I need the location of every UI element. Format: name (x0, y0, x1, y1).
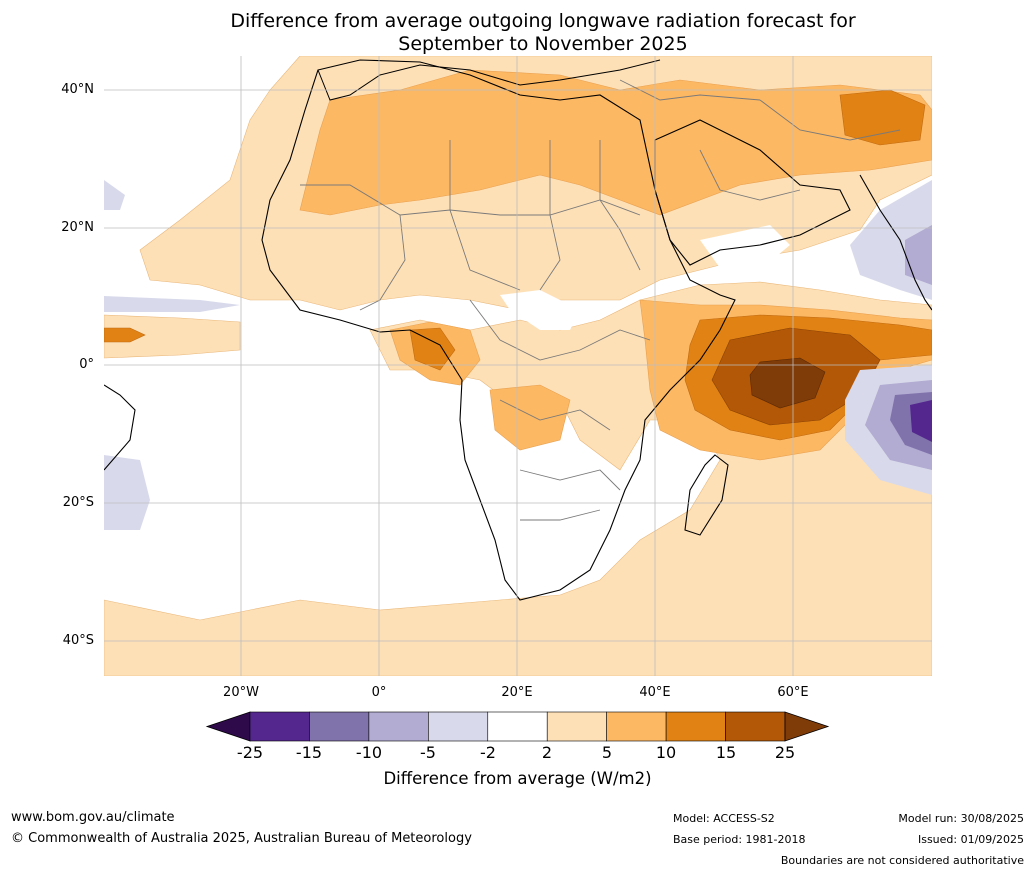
anomaly-region-light-west (104, 314, 241, 359)
anomaly-region-medium-north (299, 69, 932, 216)
footer-base-period: Base period: 1981-2018 (673, 833, 806, 846)
anomaly-region-dark-gulf (409, 327, 456, 371)
lon-label-0: 0° (371, 685, 387, 700)
anomaly-region-dark-atlantic (104, 327, 146, 343)
colorbar-tick: -2 (480, 743, 496, 762)
colorbar-tick: 15 (715, 743, 737, 762)
colorbar-tick: 10 (655, 743, 677, 762)
lat-label-equator: 0° (79, 357, 94, 372)
colorbar-title: Difference from average (W/m2) (383, 769, 652, 788)
colorbar-cell (428, 711, 489, 742)
colorbar-cell (249, 711, 310, 742)
africa-coastline (261, 59, 736, 601)
lon-label-40e: 40°E (639, 685, 671, 700)
colorbar-cell (546, 711, 607, 742)
footer-model: Model: ACCESS-S2 (673, 812, 775, 825)
footer-disclaimer: Boundaries are not considered authoritat… (780, 854, 1024, 867)
anomaly-region-lavender-atlantic-equator (104, 296, 240, 312)
country-borders (300, 79, 901, 521)
colorbar-extend-low (205, 711, 251, 742)
lon-label-20e: 20°E (501, 685, 533, 700)
colorbar-extend-high (784, 711, 830, 742)
anomaly-region-medium-congo (489, 384, 571, 451)
colorbar-tick: -15 (295, 743, 323, 762)
anomaly-region-purple-southeast (910, 400, 932, 442)
lon-label-60e: 60°E (777, 685, 809, 700)
colorbar-cell (606, 711, 667, 742)
colorbar-tick: 25 (774, 743, 796, 762)
lat-label-40s: 40°S (62, 633, 94, 648)
lat-label-40n: 40°N (61, 82, 94, 97)
europe-coastline (317, 59, 661, 101)
title-line-1: Difference from average outgoing longwav… (230, 10, 856, 32)
colorbar-tick: -10 (355, 743, 383, 762)
india-coastline (859, 174, 932, 311)
anomaly-field (104, 56, 932, 676)
lat-label-20s: 20°S (62, 495, 94, 510)
anomaly-region-neutral-sahel (500, 290, 580, 330)
footer-url-link[interactable]: www.bom.gov.au/climate (11, 810, 175, 825)
anomaly-region-darkest-east (749, 357, 826, 409)
lon-label-20w: 20°W (223, 685, 259, 700)
colorbar-cell (665, 711, 726, 742)
title-line-2: September to November 2025 (398, 33, 688, 55)
anomaly-region-lavender-atlantic-north (104, 180, 125, 210)
colorbar-tick: -5 (420, 743, 436, 762)
colorbar-cell (725, 711, 786, 742)
colorbar-tick: 5 (601, 743, 613, 762)
colorbar-tick: 2 (541, 743, 553, 762)
lat-label-20n: 20°N (61, 220, 94, 235)
arabia-coastline (654, 119, 851, 266)
graticule (104, 56, 932, 676)
footer-issued: Issued: 01/09/2025 (917, 833, 1024, 846)
colorbar-cell (368, 711, 429, 742)
madagascar-coastline (684, 454, 729, 536)
south-america-coastline (104, 384, 136, 471)
footer-model-run: Model run: 30/08/2025 (898, 812, 1024, 825)
footer-copyright: © Commonwealth of Australia 2025, Austra… (11, 831, 472, 846)
colorbar-cell (487, 711, 548, 742)
anomaly-region-neutral-arabian-sea (700, 225, 790, 270)
anomaly-region-lavender-atlantic-west (104, 455, 150, 530)
colorbar-cell (309, 711, 370, 742)
colorbar-tick: -25 (236, 743, 264, 762)
map-title: Difference from average outgoing longwav… (0, 10, 1035, 56)
